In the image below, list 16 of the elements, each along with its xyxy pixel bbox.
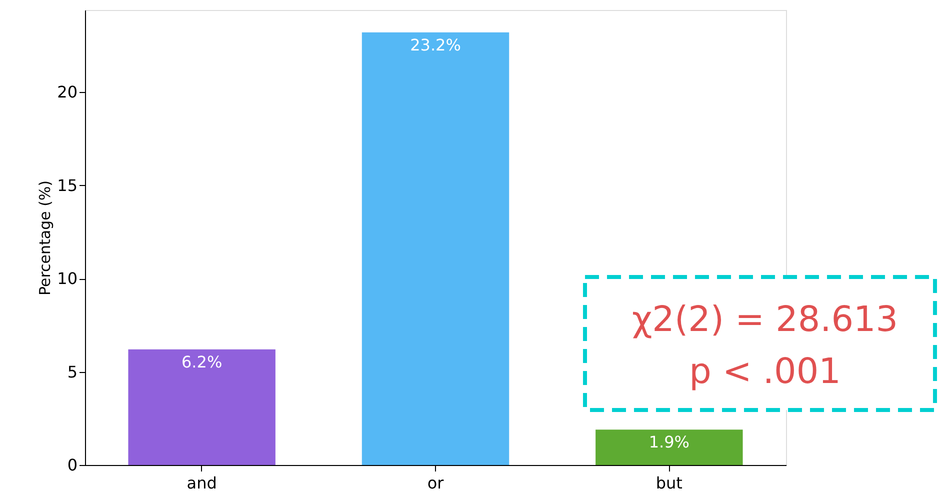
bar [362, 32, 510, 465]
bar [128, 349, 276, 465]
x-tick-label: but [656, 474, 682, 492]
y-tick-label: 5 [67, 362, 78, 382]
data-label: 6.2% [182, 352, 222, 372]
bar [596, 430, 743, 465]
data-label: 1.9% [648, 432, 690, 452]
data-label: 23.2% [410, 35, 461, 54]
y-tick-label: 20 [57, 82, 78, 102]
x-tick-label: and [186, 474, 217, 492]
y-tick-label: 0 [67, 456, 78, 474]
x-tick-label: or [427, 474, 444, 492]
y-tick-label: 15 [57, 176, 78, 195]
y-axis-title: Percentage (%) [36, 180, 54, 296]
annotation: χ2(2) = 28.613 p < .001 [632, 300, 898, 392]
y-tick-label: 10 [57, 269, 78, 288]
